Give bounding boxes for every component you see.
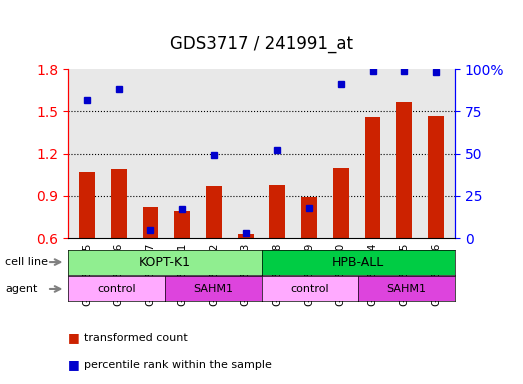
Text: SAHM1: SAHM1 xyxy=(193,284,233,294)
Bar xyxy=(79,172,95,238)
Text: cell line: cell line xyxy=(5,257,48,267)
Bar xyxy=(301,197,317,238)
Bar xyxy=(365,117,380,238)
Text: ■: ■ xyxy=(68,331,79,344)
Bar xyxy=(428,116,444,238)
Bar xyxy=(238,234,254,238)
Text: percentile rank within the sample: percentile rank within the sample xyxy=(84,360,271,370)
Text: control: control xyxy=(291,284,329,294)
Text: agent: agent xyxy=(5,284,38,294)
Text: GDS3717 / 241991_at: GDS3717 / 241991_at xyxy=(170,35,353,53)
Bar xyxy=(174,211,190,238)
Text: control: control xyxy=(97,284,135,294)
Text: transformed count: transformed count xyxy=(84,333,187,343)
Text: ■: ■ xyxy=(68,358,79,371)
Bar xyxy=(111,169,127,238)
Text: SAHM1: SAHM1 xyxy=(386,284,427,294)
Bar xyxy=(333,168,349,238)
Text: KOPT-K1: KOPT-K1 xyxy=(139,256,191,268)
Text: HPB-ALL: HPB-ALL xyxy=(332,256,384,268)
Bar xyxy=(396,101,412,238)
Bar xyxy=(206,186,222,238)
Bar xyxy=(143,207,158,238)
Bar xyxy=(269,185,285,238)
